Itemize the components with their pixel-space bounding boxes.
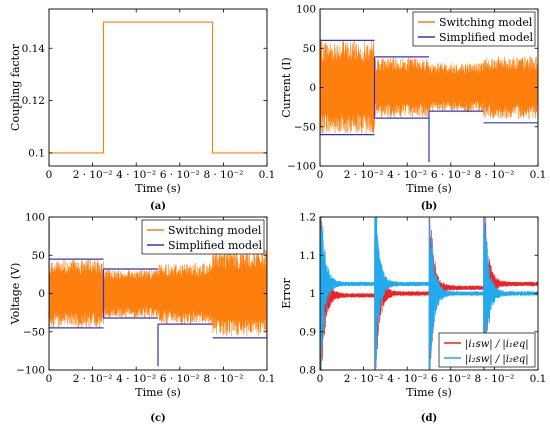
panel-caption: (c) — [150, 413, 166, 424]
panel-caption: (a) — [150, 201, 166, 212]
legend-entry: Simplified model — [439, 31, 534, 44]
y-axis-label: Coupling factor — [9, 43, 22, 131]
x-tick-label: 6 · 10⁻² — [160, 373, 200, 385]
y-tick-label: 0.14 — [22, 43, 46, 55]
envelope-segment-2 — [102, 268, 158, 319]
legend-entry: Simplified model — [168, 239, 263, 252]
envelope-segment-1 — [49, 220, 104, 329]
y-tick-label: −100 — [16, 365, 45, 377]
x-tick-label: 8 · 10⁻² — [203, 169, 243, 181]
y-tick-label: 0.8 — [299, 365, 316, 377]
x-tick-label: 4 · 10⁻² — [387, 373, 427, 385]
legend-box — [412, 11, 536, 47]
y-tick-label: 50 — [32, 250, 45, 262]
y-tick-label: −50 — [23, 326, 45, 338]
switching-segment-1 — [320, 40, 375, 135]
legend-entry: Switching model — [439, 16, 533, 29]
envelope-segment-3 — [428, 110, 484, 163]
y-tick-label: 0.12 — [22, 95, 45, 107]
x-tick-label: 2 · 10⁻² — [73, 373, 113, 385]
chart-panel-1: 0 2 · 10⁻² 4 · 10⁻² 6 · 10⁻² 8 · 10⁻² 0.1 0.1 0… — [9, 8, 276, 212]
x-axis-label: Time (s) — [135, 182, 181, 195]
plot-area — [49, 21, 267, 154]
y-tick-label: 0.9 — [299, 326, 316, 338]
x-axis-label: Time (s) — [406, 386, 452, 399]
x-tick-label: 0.1 — [530, 169, 547, 181]
x-tick-label: 0 — [46, 373, 53, 385]
chart-panel-4: 0 2 · 10⁻² 4 · 10⁻² 6 · 10⁻² 8 · 10⁻² 0.1 1.2 1… — [280, 212, 547, 425]
y-tick-label: −100 — [287, 161, 316, 173]
x-tick-label: 0.1 — [530, 373, 547, 385]
error-segment-2 — [374, 217, 430, 370]
x-tick-label: 0.1 — [259, 169, 276, 181]
legend-entry: Switching model — [168, 224, 262, 237]
series-line — [49, 21, 267, 154]
y-tick-label: 1.1 — [299, 250, 316, 262]
x-tick-label: 0 — [46, 169, 53, 181]
error-segment-2 — [374, 217, 430, 370]
x-tick-label: 8 · 10⁻² — [474, 169, 514, 181]
switching-segment-4 — [483, 56, 538, 119]
switching-segment-4 — [212, 249, 267, 338]
switching-segment-3 — [428, 62, 484, 113]
switching-segment-2 — [374, 57, 430, 118]
envelope-segment-2 — [373, 56, 429, 119]
x-tick-label: 2 · 10⁻² — [73, 169, 113, 181]
error-segment-1 — [320, 217, 375, 370]
x-tick-label: 6 · 10⁻² — [431, 373, 471, 385]
chart-panel-3: 0 2 · 10⁻² 4 · 10⁻² 6 · 10⁻² 8 · 10⁻² 0.1 100 5… — [9, 212, 275, 425]
chart-panel-2: 0 2 · 10⁻² 4 · 10⁻² 6 · 10⁻² 8 · 10⁻² 0.1 100 5… — [280, 4, 546, 213]
x-tick-label: 2 · 10⁻² — [344, 373, 384, 385]
switching-segment-1 — [49, 259, 104, 328]
x-tick-label: 0.1 — [259, 373, 276, 385]
x-axis-label: Time (s) — [406, 182, 452, 195]
y-tick-label: 100 — [296, 4, 316, 16]
x-tick-label: 4 · 10⁻² — [387, 169, 427, 181]
x-tick-label: 6 · 10⁻² — [431, 169, 471, 181]
legend: |i₁sw| / |i₁eq| |i₂sw| / |i₂eq| — [438, 332, 536, 368]
panel-caption: (b) — [421, 201, 437, 212]
legend-entry: |i₁sw| / |i₁eq| — [465, 339, 529, 350]
error-segment-1 — [320, 217, 375, 370]
switching-segment-2 — [103, 268, 159, 318]
y-tick-label: 1.2 — [299, 212, 316, 224]
legend-box — [141, 219, 265, 255]
x-tick-label: 4 · 10⁻² — [116, 373, 156, 385]
switching-segment-3 — [157, 263, 213, 325]
legend-box — [438, 332, 536, 368]
panel-caption: (d) — [421, 413, 437, 424]
x-tick-label: 6 · 10⁻² — [160, 169, 200, 181]
x-tick-label: 0 — [317, 373, 324, 385]
y-tick-label: 1 — [309, 288, 316, 300]
error-segment-3 — [428, 217, 484, 370]
legend: Switching model Simplified model — [412, 11, 536, 47]
x-tick-label: 2 · 10⁻² — [344, 169, 384, 181]
x-tick-label: 0 — [317, 169, 324, 181]
x-axis-label: Time (s) — [135, 386, 181, 399]
x-tick-label: 8 · 10⁻² — [203, 373, 243, 385]
legend-entry: |i₂sw| / |i₂eq| — [465, 354, 529, 365]
y-tick-label: 0.1 — [28, 147, 45, 159]
y-tick-label: 100 — [25, 212, 45, 224]
plot-area — [320, 12, 538, 163]
legend: Switching model Simplified model — [141, 219, 265, 255]
y-axis-label: Voltage (V) — [9, 263, 22, 326]
axes-frame — [48, 8, 268, 167]
y-tick-label: −50 — [294, 121, 316, 133]
y-tick-label: 0 — [309, 82, 316, 94]
x-tick-label: 4 · 10⁻² — [116, 169, 156, 181]
y-tick-label: 0 — [38, 288, 45, 300]
error-segment-4 — [483, 217, 538, 370]
plot-area — [49, 220, 267, 367]
y-axis-label: Current (I) — [280, 57, 293, 117]
plot-area — [320, 217, 538, 370]
x-tick-label: 8 · 10⁻² — [474, 373, 514, 385]
envelope-segment-1 — [320, 12, 375, 136]
y-axis-label: Error — [280, 278, 293, 309]
y-tick-label: 50 — [303, 43, 316, 55]
envelope-segment-3 — [157, 323, 213, 367]
